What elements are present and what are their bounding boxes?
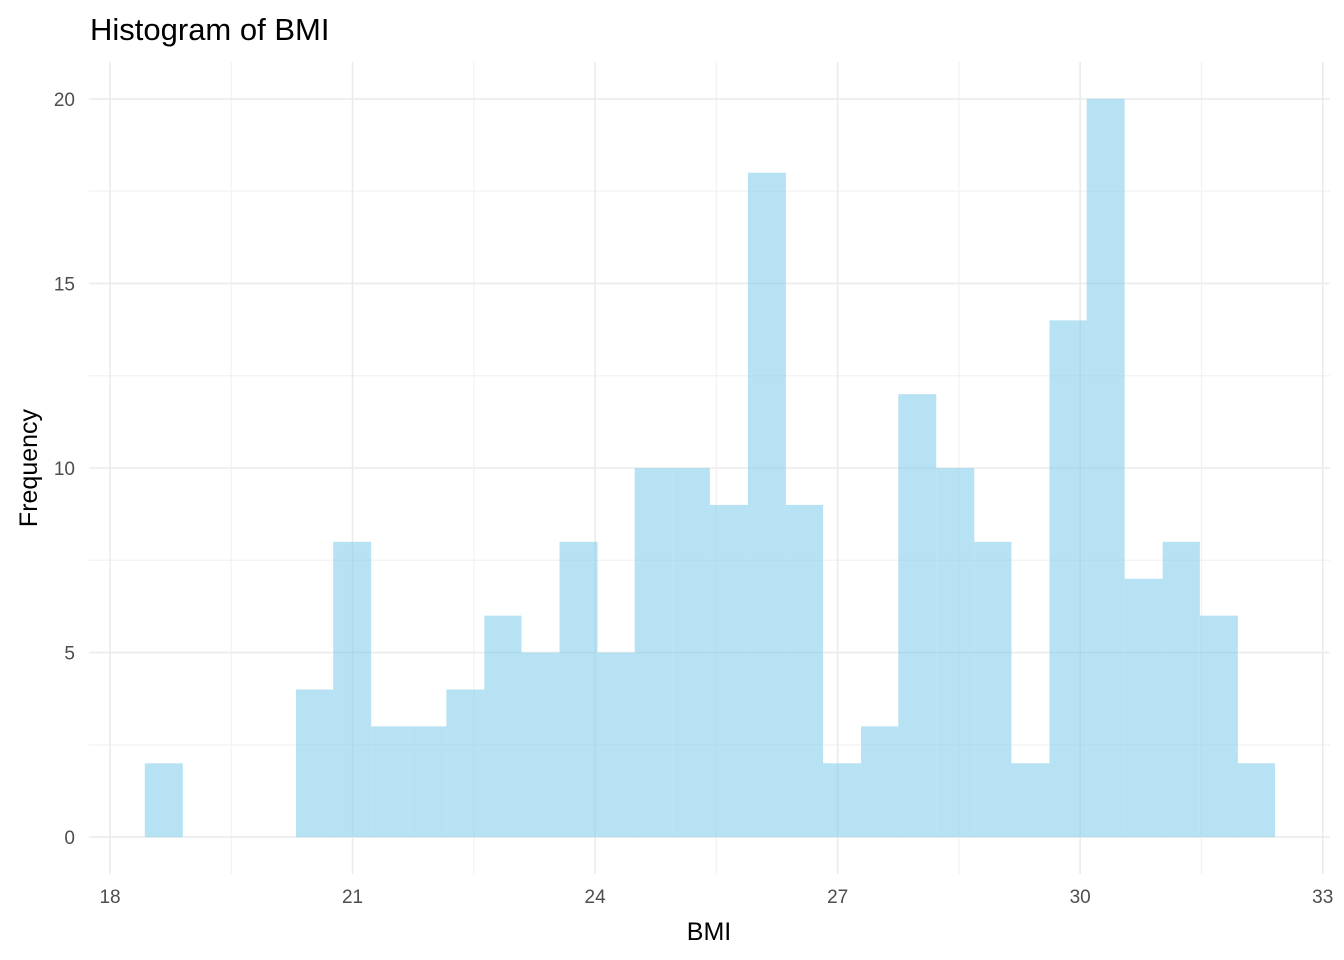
y-tick-label: 10 (54, 459, 75, 480)
histogram-bar (634, 468, 673, 838)
histogram-bar (1199, 615, 1238, 838)
histogram-bar (409, 726, 447, 838)
histogram-bar (144, 763, 183, 838)
histogram-bar (333, 541, 372, 838)
histogram-bar (521, 652, 560, 838)
histogram-bar (898, 394, 937, 838)
x-tick-label: 18 (99, 887, 120, 908)
histogram-bar (785, 504, 824, 838)
histogram-bar (823, 763, 862, 838)
x-tick-label: 33 (1312, 887, 1333, 908)
y-tick-label: 20 (54, 90, 75, 111)
histogram-bar (295, 689, 334, 838)
histogram-bar (672, 468, 710, 838)
histogram-bar (709, 504, 748, 838)
chart-title: Histogram of BMI (90, 12, 329, 47)
histogram-bar (861, 726, 899, 838)
histogram-bar (371, 726, 410, 838)
x-tick-label: 21 (342, 887, 363, 908)
histogram-bar (747, 172, 786, 838)
histogram-bar (1124, 578, 1163, 838)
histogram-bar (1237, 763, 1276, 838)
histogram-bar (1162, 541, 1200, 838)
x-axis-title: BMI (687, 918, 731, 946)
x-tick-label: 24 (585, 887, 607, 908)
y-tick-label: 15 (54, 274, 75, 295)
histogram-bar (1011, 763, 1050, 838)
y-tick-label: 0 (64, 828, 75, 849)
x-axis-tick-labels: 18 21 24 27 30 33 (99, 887, 1333, 908)
histogram-bar (1086, 98, 1125, 838)
histogram-bar (559, 541, 598, 838)
histogram-bar (484, 615, 522, 838)
histogram-bar (597, 652, 635, 838)
y-axis-title: Frequency (15, 408, 43, 527)
x-tick-label: 30 (1070, 887, 1091, 908)
histogram-bar (974, 541, 1012, 838)
histogram-bar (936, 468, 975, 838)
histogram-bar (446, 689, 485, 838)
histogram-bars (144, 98, 1276, 838)
y-tick-label: 5 (64, 644, 75, 665)
histogram-bar (1049, 320, 1087, 838)
y-axis-tick-labels: 0 5 10 15 20 (54, 90, 75, 849)
x-tick-label: 27 (827, 887, 848, 908)
